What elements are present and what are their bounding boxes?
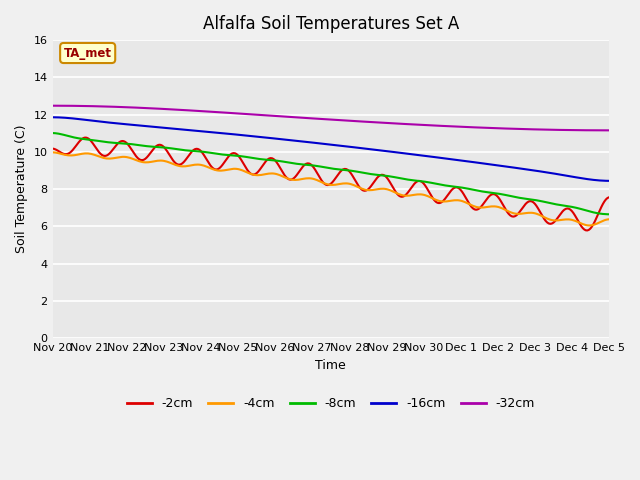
Title: Alfalfa Soil Temperatures Set A: Alfalfa Soil Temperatures Set A (203, 15, 459, 33)
Y-axis label: Soil Temperature (C): Soil Temperature (C) (15, 125, 28, 253)
Legend: -2cm, -4cm, -8cm, -16cm, -32cm: -2cm, -4cm, -8cm, -16cm, -32cm (122, 392, 540, 415)
Text: TA_met: TA_met (63, 47, 111, 60)
X-axis label: Time: Time (316, 359, 346, 372)
